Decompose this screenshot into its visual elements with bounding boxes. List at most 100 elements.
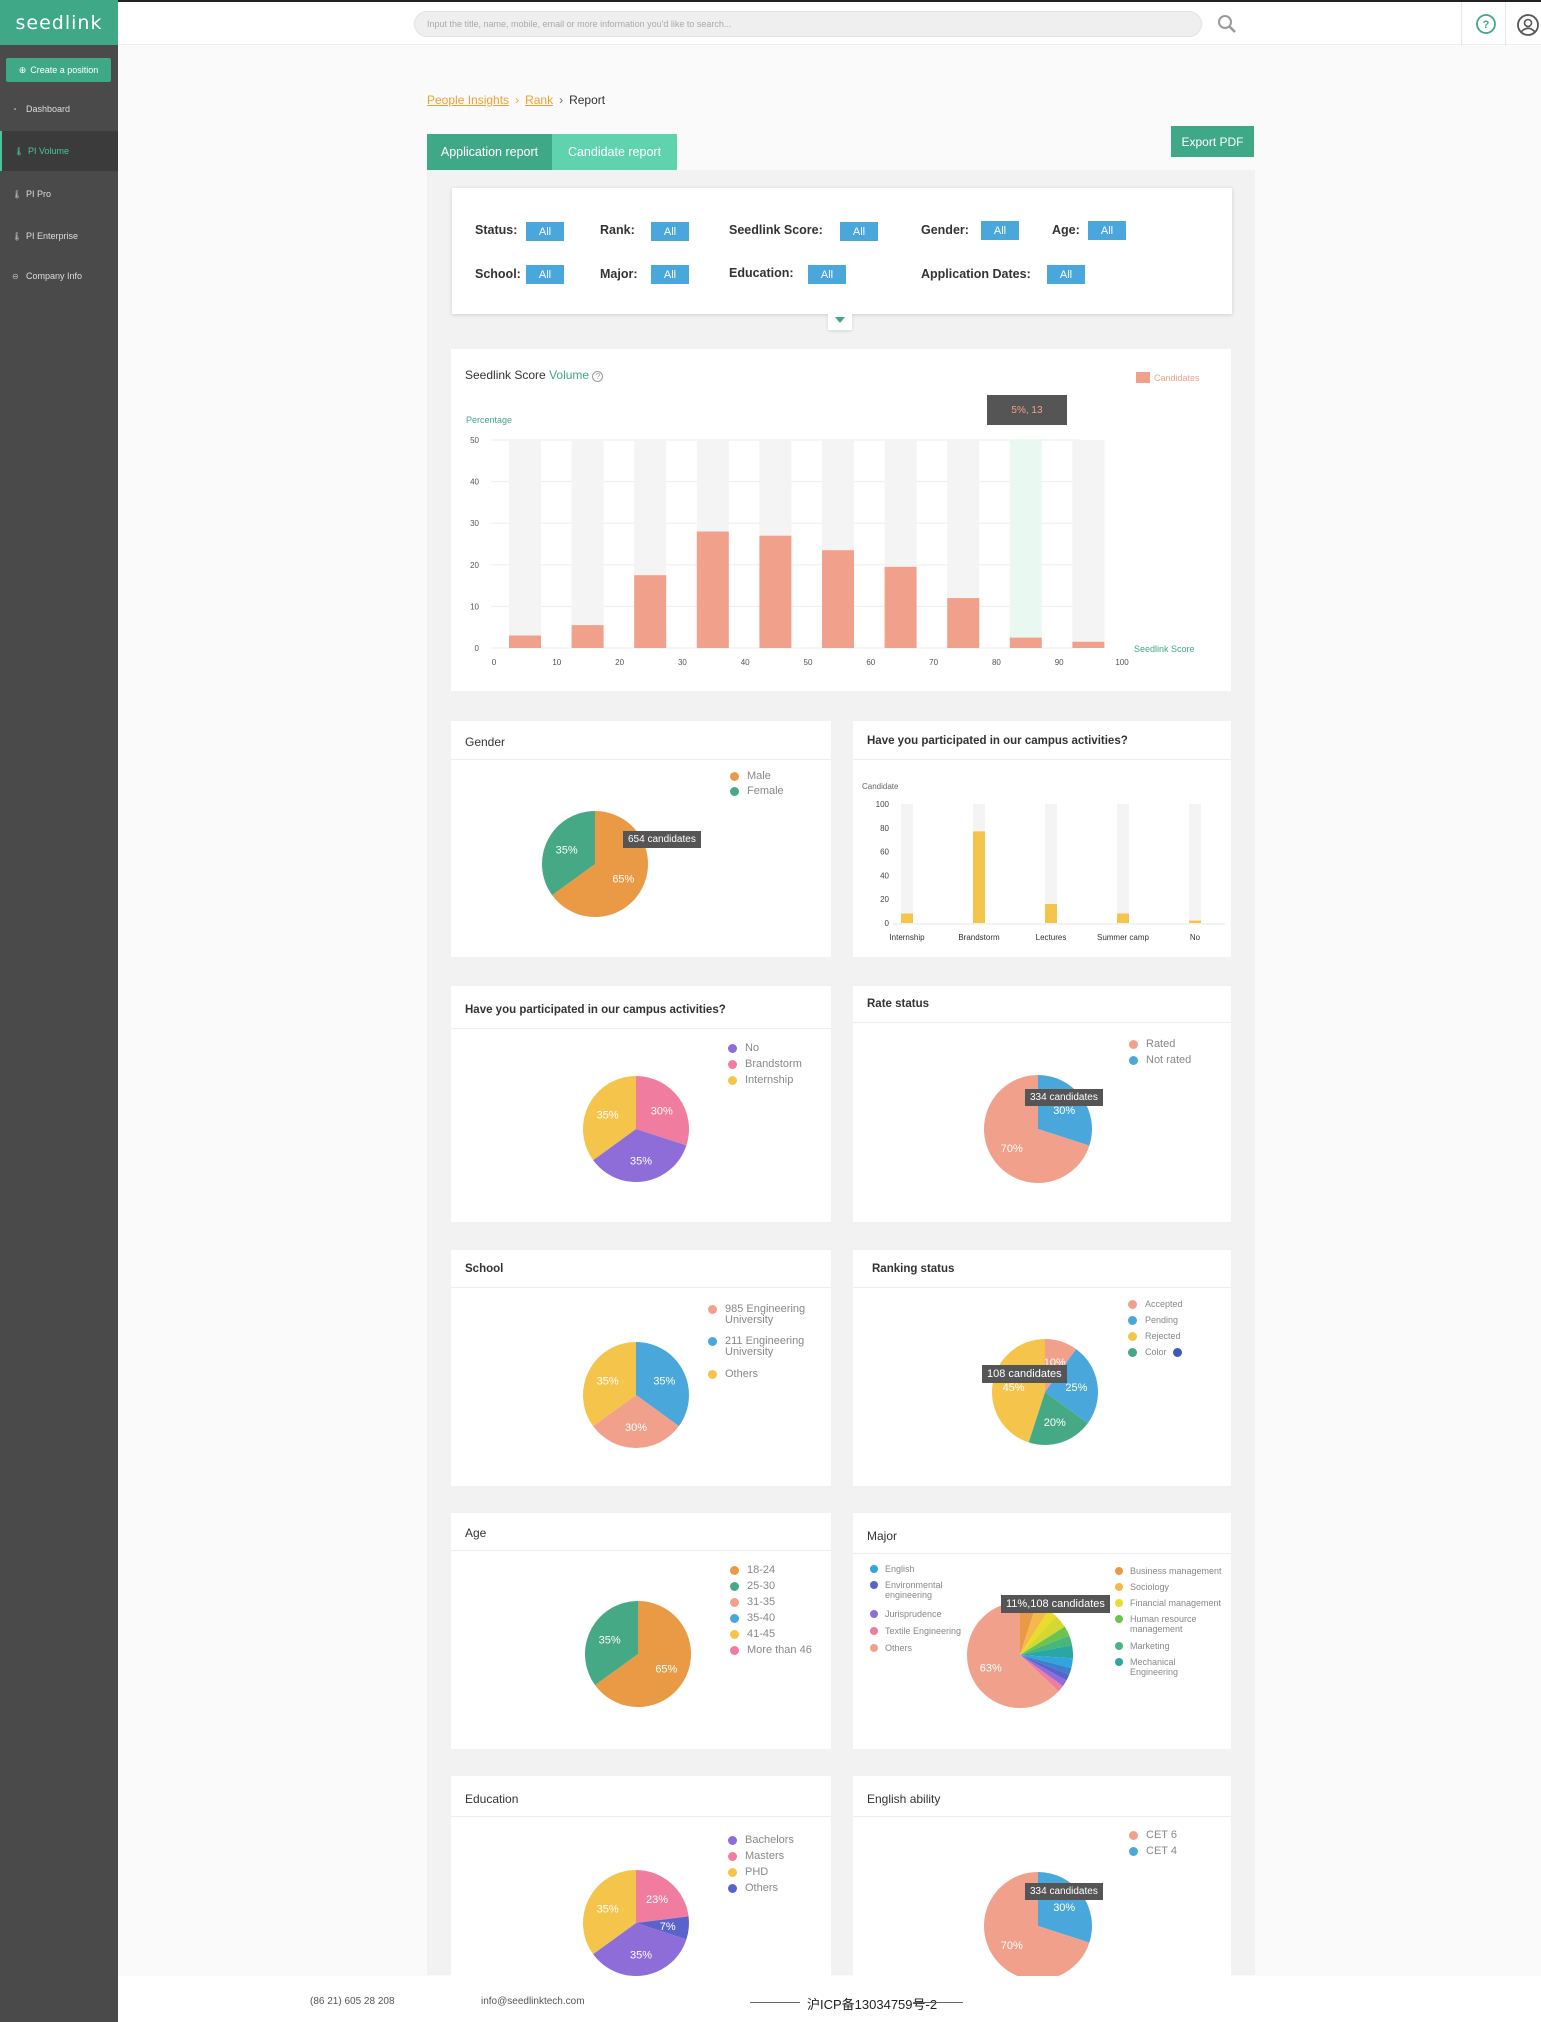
score-title-volume: Volume (549, 368, 590, 382)
y-tick-label: 50 (470, 436, 479, 445)
filter-gender-button[interactable]: All (981, 221, 1019, 240)
legend-label: More than 46 (747, 1644, 812, 1656)
legend-cet6: CET 6 (1129, 1829, 1177, 1841)
help-icon[interactable]: ? (1474, 12, 1498, 36)
bar (1045, 903, 1057, 923)
bar-background (509, 440, 541, 648)
campus-pie-chart: 30% 35% 35% (583, 1076, 689, 1182)
pie-slice (542, 811, 595, 896)
legend-dot (1128, 1331, 1137, 1341)
pie-slice (593, 1923, 687, 1976)
sidebar-item-company-info[interactable]: ⊖ Company Info (0, 256, 118, 296)
pi-enterprise-icon: 🌡 (12, 231, 23, 241)
filter-score-button[interactable]: All (840, 222, 878, 241)
y-axis-label: Candidate (862, 782, 899, 791)
slice-label: 30% (651, 1105, 673, 1117)
sidebar-item-pi-enterprise[interactable]: 🌡 PI Enterprise (0, 216, 118, 256)
major-card: Major English Environmental engineering … (853, 1513, 1231, 1749)
filter-dates-label: Application Dates: (921, 267, 1031, 281)
school-card: School 985 Engineering University 211 En… (451, 1250, 831, 1486)
legend-dot (708, 1337, 717, 1346)
color-swatch[interactable] (1172, 1347, 1182, 1357)
expand-filters-toggle[interactable] (828, 314, 852, 330)
x-tick-label: 90 (1055, 658, 1064, 667)
filter-school-button[interactable]: All (526, 265, 564, 284)
y-tick-label: 10 (470, 602, 479, 611)
breadcrumb-people-insights[interactable]: People Insights (427, 93, 510, 107)
legend-label: Accepted (1145, 1299, 1183, 1309)
user-avatar-icon[interactable] (1515, 12, 1541, 38)
sidebar-item-label: PI Volume (28, 146, 70, 156)
filter-status-button[interactable]: All (526, 222, 564, 241)
education-card: Education Bachelors Masters PHD Others 2… (451, 1776, 831, 1976)
filter-rank-button[interactable]: All (651, 222, 689, 241)
legend-label: 211 Engineering University (725, 1335, 805, 1358)
info-icon[interactable]: ? (592, 371, 604, 382)
search-input[interactable]: Input the title, name, mobile, email or … (414, 11, 1202, 37)
legend-no: No (728, 1042, 759, 1054)
bar (1117, 913, 1129, 923)
school-pie-chart: 35% 30% 35% (583, 1342, 689, 1448)
english-ability-card: English ability CET 6 CET 4 30% 70% 334 c… (853, 1776, 1231, 1976)
legend-985: 985 Engineering University (708, 1304, 818, 1326)
filter-major-button[interactable]: All (651, 265, 689, 284)
x-tick-label: 60 (866, 658, 875, 667)
y-tick-label: 20 (470, 561, 479, 570)
pie-slice (1020, 1602, 1037, 1655)
score-title: Seedlink Score (465, 368, 546, 382)
legend-female: Female (730, 785, 784, 797)
bar (1072, 641, 1105, 648)
create-position-button[interactable]: ⊕ Create a position (6, 58, 111, 82)
slice-label: 25% (1065, 1382, 1087, 1394)
legend-label: Others (725, 1368, 759, 1380)
legend-label: Business management (1130, 1566, 1222, 1576)
company-icon: ⊖ (12, 271, 19, 281)
search-icon[interactable] (1216, 13, 1238, 35)
filter-education-button[interactable]: All (808, 265, 846, 284)
legend-label: 25-30 (747, 1580, 776, 1592)
legend-dot (728, 1075, 737, 1085)
tab-application-report[interactable]: Application report (427, 134, 552, 170)
card-header-divider (451, 1028, 831, 1029)
slice-label: 30% (1053, 1902, 1075, 1914)
campus-bar-chart: Candidate 0 20 40 60 80 100 Internship Brandsto… (862, 782, 1225, 942)
tab-candidate-report[interactable]: Candidate report (552, 134, 677, 170)
filter-age-button[interactable]: All (1088, 221, 1126, 240)
legend-46-plus: More than 46 (730, 1644, 812, 1656)
card-title: Have you participated in our campus acti… (867, 735, 1128, 747)
filter-education-label: Education: (729, 266, 794, 280)
rate-tooltip: 334 candidates (1025, 1089, 1103, 1106)
legend-dot (1129, 1039, 1138, 1049)
slice-label: 63% (980, 1663, 1002, 1675)
gender-card: Gender Male Female 65% 35% 654 candidates (451, 721, 831, 957)
bar (822, 550, 854, 648)
chevron-right-icon: › (559, 93, 564, 107)
slice-label: 7% (660, 1921, 676, 1933)
sidebar-item-pi-volume[interactable]: 🌡 PI Volume (0, 131, 118, 171)
x-tick-label: 70 (929, 658, 938, 667)
x-tick-label: 50 (804, 658, 813, 667)
filter-dates-button[interactable]: All (1047, 265, 1085, 284)
bar-background (1189, 804, 1201, 923)
sidebar-item-pi-pro[interactable]: 🌡 PI Pro (0, 174, 118, 214)
filter-panel: Status: All Rank: All Seedlink Score: Al… (452, 188, 1232, 314)
legend-swatch (1136, 372, 1150, 383)
sidebar-item-label: Dashboard (26, 104, 71, 114)
seedlink-logo[interactable]: seedlink (0, 0, 118, 45)
breadcrumb-rank[interactable]: Rank (525, 93, 554, 107)
footer-email[interactable]: info@seedlinktech.com (481, 1996, 585, 2007)
legend-dot (870, 1581, 878, 1589)
sidebar-item-label: PI Enterprise (26, 231, 79, 241)
sidebar-item-dashboard[interactable]: ◔ Dashboard (0, 89, 118, 129)
chevron-right-icon: › (515, 93, 520, 107)
legend-label: Masters (745, 1850, 785, 1862)
legend-dot (1128, 1299, 1137, 1309)
pi-volume-icon: 🌡 (14, 146, 25, 156)
export-pdf-button[interactable]: Export PDF (1171, 126, 1254, 157)
legend-dot (730, 1565, 739, 1575)
rate-status-card: Rate status Rated Not rated 30% 70% 334 c… (853, 986, 1231, 1222)
slice-label: 35% (556, 845, 578, 857)
card-title: Seedlink Score Volume ? (465, 368, 604, 382)
slice-label: 35% (597, 1376, 619, 1388)
pie-slice (1020, 1655, 1067, 1687)
